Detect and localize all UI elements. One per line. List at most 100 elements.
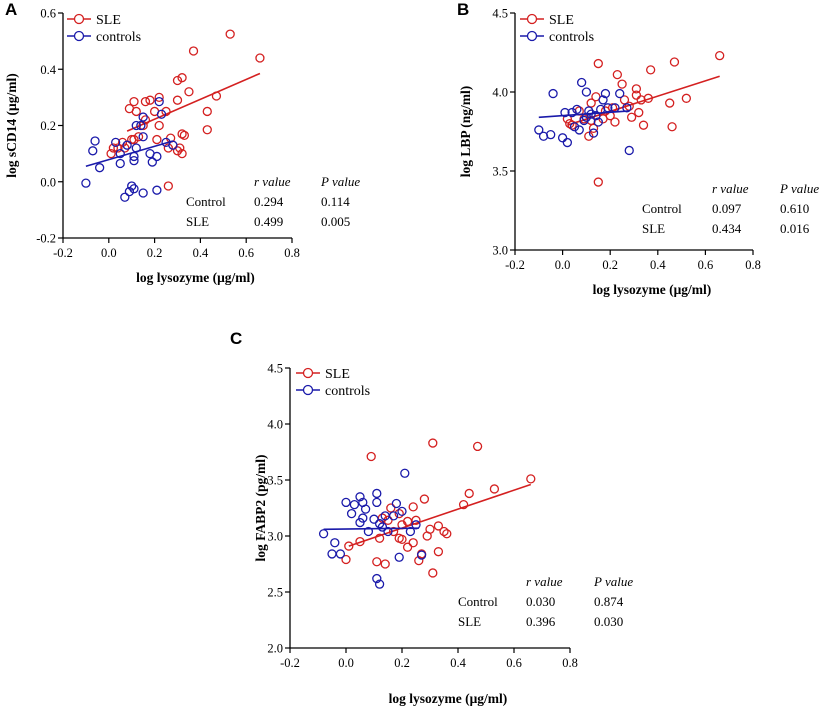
x-tick-label: 0.2 xyxy=(602,258,618,272)
y-tick-label: 0.2 xyxy=(40,119,56,133)
data-point-controls xyxy=(372,488,382,499)
data-point-controls xyxy=(576,77,587,88)
data-point-controls xyxy=(624,145,634,156)
data-point-sle xyxy=(177,129,187,139)
data-point-sle xyxy=(108,143,119,153)
data-point-controls xyxy=(411,520,421,530)
stats-row-r: 0.030 xyxy=(526,594,555,609)
data-point-controls xyxy=(124,186,135,197)
data-point-controls xyxy=(136,120,146,131)
data-point-controls xyxy=(129,151,139,162)
data-point-controls xyxy=(318,529,329,539)
data-point-controls xyxy=(603,103,613,113)
x-axis-title: log lysozyme (μg/ml) xyxy=(593,282,712,297)
y-axis-title: log LBP (ng/ml) xyxy=(458,86,473,178)
stats-row-r: 0.097 xyxy=(712,201,742,216)
stats-row-label: Control xyxy=(642,201,682,216)
data-point-sle xyxy=(612,69,622,80)
data-point-controls xyxy=(355,492,365,502)
x-tick-label: 0.2 xyxy=(147,246,163,260)
data-point-controls xyxy=(622,103,632,113)
data-point-sle xyxy=(394,508,404,519)
x-tick-label: 0.6 xyxy=(698,258,714,272)
x-tick-label: 0.4 xyxy=(650,258,666,272)
data-point-sle xyxy=(433,547,444,557)
data-point-sle xyxy=(681,93,692,103)
legend-label: controls xyxy=(325,384,370,399)
x-tick-label: 0.2 xyxy=(394,656,410,670)
data-point-controls xyxy=(131,143,141,153)
stats-table: r value P value Control 0.294 0.114 SLE 0.499 0… xyxy=(186,174,360,229)
stats-row-p: 0.016 xyxy=(780,221,810,236)
data-point-sle xyxy=(489,484,500,494)
data-point-sle xyxy=(163,181,173,191)
data-point-controls xyxy=(131,120,141,131)
data-point-controls xyxy=(346,508,357,519)
data-point-sle xyxy=(386,503,396,513)
data-point-controls xyxy=(610,103,620,113)
data-point-sle xyxy=(225,29,235,39)
data-point-controls xyxy=(557,133,568,143)
y-tick-label: -0.2 xyxy=(36,232,56,246)
data-point-controls xyxy=(152,151,162,162)
data-point-sle xyxy=(593,58,603,69)
data-point-controls xyxy=(400,468,410,478)
data-point-controls xyxy=(129,184,139,194)
stats-row-label: SLE xyxy=(458,614,481,629)
x-tick-label: 0.4 xyxy=(193,246,209,260)
data-point-sle xyxy=(154,120,164,131)
data-point-controls xyxy=(152,185,162,195)
stats-header-p: P value xyxy=(593,574,633,589)
data-point-sle xyxy=(388,526,399,537)
data-point-sle xyxy=(631,90,642,100)
data-point-sle xyxy=(428,438,438,448)
legend-marker xyxy=(526,13,538,25)
data-point-sle xyxy=(113,143,123,153)
data-point-sle xyxy=(211,91,222,101)
data-point-controls xyxy=(377,522,388,532)
data-point-sle xyxy=(638,120,649,130)
data-point-controls xyxy=(88,146,98,156)
data-point-sle xyxy=(667,122,677,132)
data-point-sle xyxy=(140,96,151,107)
data-point-sle xyxy=(408,538,418,548)
data-point-controls xyxy=(546,130,556,140)
data-point-controls xyxy=(374,579,385,589)
panel-b: B -0.2 0.0 0.2 0.4 0.6 0.8 3.0 3.5 4.0 4.5 log lyso… xyxy=(457,0,819,297)
fit-line-controls xyxy=(85,140,174,168)
stats-row-label: SLE xyxy=(186,214,209,229)
y-axis-title: log FABP2 (pg/ml) xyxy=(253,455,268,562)
data-point-controls xyxy=(598,95,608,105)
data-point-sle xyxy=(179,130,190,140)
data-point-sle xyxy=(422,531,432,541)
data-point-sle xyxy=(646,65,656,75)
data-point-sle xyxy=(255,53,265,63)
x-tick-label: -0.2 xyxy=(505,258,525,272)
data-point-controls xyxy=(574,125,584,135)
y-tick-label: 2.5 xyxy=(267,586,283,600)
data-point-sle xyxy=(439,526,449,537)
data-point-controls xyxy=(369,514,379,524)
data-point-sle xyxy=(202,125,212,135)
y-tick-label: 2.0 xyxy=(267,642,283,656)
data-point-sle xyxy=(442,529,452,539)
panel-letter: A xyxy=(5,0,17,19)
data-point-sle xyxy=(433,521,444,531)
y-tick-label: 0.6 xyxy=(40,7,56,21)
data-point-controls xyxy=(341,497,351,508)
y-tick-label: 3.0 xyxy=(267,530,283,544)
fit-line-sle xyxy=(348,483,532,547)
data-point-controls xyxy=(416,550,427,560)
panel-a: A -0.2 0.0 0.2 0.4 0.6 0.8 -0.2 0.0 0.2 0.4 0.6 log … xyxy=(4,0,360,285)
data-point-sle xyxy=(588,123,599,133)
data-point-sle xyxy=(172,146,183,156)
data-point-controls xyxy=(349,499,360,510)
data-point-controls xyxy=(360,504,371,514)
y-tick-label: 3.5 xyxy=(492,165,508,179)
data-point-controls xyxy=(147,157,157,167)
y-tick-label: 0.4 xyxy=(40,63,56,77)
data-point-controls xyxy=(397,506,407,517)
data-point-sle xyxy=(715,51,725,61)
data-point-sle xyxy=(154,92,164,103)
